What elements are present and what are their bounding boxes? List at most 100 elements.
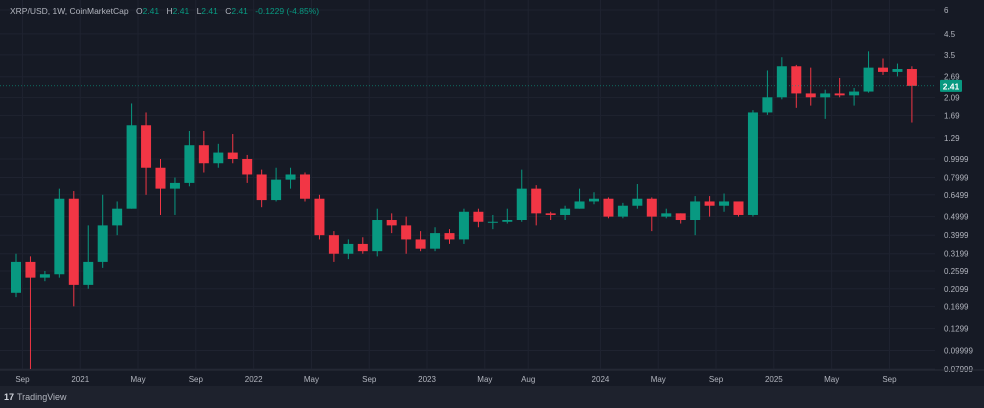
candle-body: [242, 158, 253, 175]
candle-body: [502, 220, 513, 222]
candle[interactable]: [820, 89, 831, 119]
candle-body: [285, 174, 296, 180]
time-tick-label: Aug: [521, 375, 535, 384]
candle[interactable]: [863, 51, 874, 93]
price-tick-label: 0.4999: [944, 213, 969, 222]
candle[interactable]: [473, 208, 484, 228]
candle[interactable]: [357, 237, 368, 254]
time-axis-bg[interactable]: [0, 370, 935, 386]
candle[interactable]: [126, 103, 137, 209]
candle[interactable]: [39, 270, 50, 282]
candle[interactable]: [11, 253, 21, 298]
price-tick-label: 1.69: [944, 111, 960, 120]
candle[interactable]: [719, 193, 730, 212]
candle[interactable]: [791, 64, 802, 108]
candle-body: [68, 198, 79, 285]
candle[interactable]: [415, 231, 426, 252]
candle-body: [574, 201, 585, 209]
candle[interactable]: [661, 208, 672, 219]
price-tick-label: 0.2599: [944, 267, 969, 276]
candle[interactable]: [386, 213, 397, 234]
candle[interactable]: [603, 197, 614, 219]
candle-body: [141, 125, 152, 168]
candle-body: [820, 93, 831, 98]
candle-body: [198, 145, 209, 164]
candle[interactable]: [805, 67, 816, 106]
candle[interactable]: [68, 191, 79, 307]
candle[interactable]: [502, 208, 513, 224]
candle-body: [271, 179, 282, 201]
candle[interactable]: [444, 229, 455, 244]
candle[interactable]: [227, 134, 238, 164]
candle-body: [617, 205, 628, 217]
candle[interactable]: [704, 196, 715, 217]
candle-body: [401, 225, 412, 240]
tradingview-branding[interactable]: 17 TradingView: [4, 392, 67, 402]
candle[interactable]: [516, 169, 527, 222]
candle[interactable]: [54, 188, 65, 278]
candle[interactable]: [458, 208, 469, 244]
candle[interactable]: [834, 77, 845, 98]
candle[interactable]: [878, 58, 888, 75]
candle-body: [878, 67, 888, 72]
candle[interactable]: [271, 167, 282, 202]
price-tick-label: 0.3199: [944, 250, 969, 259]
candle[interactable]: [198, 131, 209, 173]
candle[interactable]: [430, 227, 441, 252]
candle[interactable]: [545, 211, 556, 221]
candle[interactable]: [531, 185, 542, 226]
time-tick-label: 2023: [418, 375, 436, 384]
candle[interactable]: [560, 205, 571, 221]
candle[interactable]: [892, 63, 903, 77]
candle[interactable]: [762, 70, 773, 115]
candle[interactable]: [83, 225, 94, 289]
chart-canvas[interactable]: 6 4.5 3.5 2.69 2.09 1.69 1.29 0.9999 0.7999 0.649…: [0, 0, 984, 386]
candle[interactable]: [213, 143, 224, 168]
candle[interactable]: [300, 172, 310, 202]
candle-body: [892, 69, 903, 72]
candle-body: [646, 198, 657, 217]
candle-body: [314, 198, 325, 236]
candle[interactable]: [314, 194, 325, 240]
candle-body: [661, 213, 672, 217]
candle-body: [184, 145, 195, 183]
candle[interactable]: [372, 208, 383, 257]
candle[interactable]: [112, 201, 123, 236]
candle[interactable]: [401, 216, 412, 254]
time-tick-label: Sep: [362, 375, 377, 384]
candle-body: [675, 213, 686, 221]
price-tick-label: 0.7999: [944, 174, 969, 183]
candle[interactable]: [906, 66, 917, 123]
candle-body: [906, 69, 917, 86]
candle[interactable]: [155, 158, 166, 215]
candle[interactable]: [25, 256, 36, 369]
candle[interactable]: [141, 112, 152, 195]
candle[interactable]: [589, 192, 599, 205]
candle[interactable]: [617, 202, 628, 219]
candle[interactable]: [256, 169, 267, 208]
price-tick-label: 1.29: [944, 134, 960, 143]
candle[interactable]: [285, 167, 296, 189]
candle[interactable]: [97, 194, 108, 268]
time-tick-label: Sep: [709, 375, 724, 384]
candle[interactable]: [747, 110, 758, 217]
price-tick-label: 0.1699: [944, 302, 969, 311]
brand-name: TradingView: [17, 392, 67, 402]
candle[interactable]: [733, 201, 744, 217]
price-chart[interactable]: 6 4.5 3.5 2.69 2.09 1.69 1.29 0.9999 0.7999 0.649…: [0, 0, 984, 386]
candle[interactable]: [632, 184, 643, 209]
candle[interactable]: [776, 57, 787, 100]
candle[interactable]: [242, 154, 253, 183]
price-axis: 6 4.5 3.5 2.69 2.09 1.69 1.29 0.9999 0.7999 0.649…: [940, 6, 973, 374]
candle[interactable]: [675, 213, 686, 224]
candle[interactable]: [690, 196, 701, 236]
candle[interactable]: [646, 197, 657, 232]
candle[interactable]: [328, 231, 339, 262]
candle[interactable]: [169, 177, 180, 215]
candle[interactable]: [849, 87, 860, 106]
candle[interactable]: [343, 239, 354, 260]
candle-body: [430, 233, 441, 249]
candle[interactable]: [487, 214, 498, 230]
candle[interactable]: [184, 131, 195, 187]
candle[interactable]: [574, 188, 585, 209]
